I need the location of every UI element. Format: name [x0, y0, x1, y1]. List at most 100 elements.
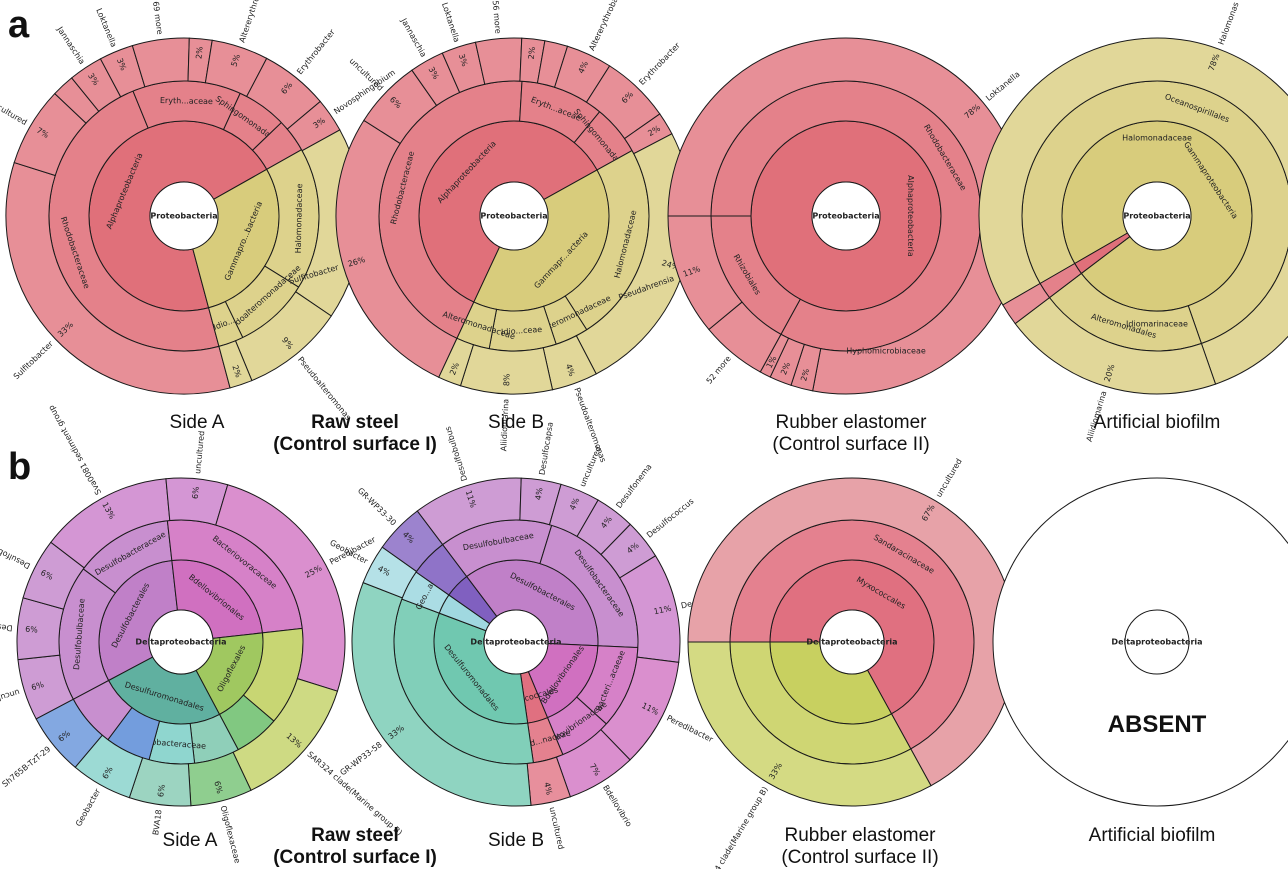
segment-aliidiomarina: [218, 340, 253, 389]
pct-parvularcula: 2%: [194, 46, 204, 60]
panel-letter-b: b: [8, 446, 32, 488]
label-sva0081-sediment-group: Sva0081 sediment group: [47, 404, 104, 497]
label-desulforhopalus: Desulforhopalus: [0, 618, 13, 632]
label-desulfobulbus: Desulfobulbus: [0, 537, 32, 571]
label-idio-ceae: Idio...ceae: [501, 325, 543, 337]
caption-a-side-a: Side A: [169, 412, 225, 433]
label-loktanella: Loktanella: [984, 70, 1022, 103]
center-label: Proteobacteria: [812, 212, 879, 221]
caption-a-raw-steel: Raw steel: [311, 412, 399, 433]
caption-b-side-a: Side A: [162, 830, 218, 851]
sunburst-a-sideB: AlphaproteobacteriaGammapr...acteriaRhod…: [288, 0, 733, 464]
sunburst-a-rubber: AlphaproteobacteriaRhodobacteraceaeRhizo…: [617, 37, 1025, 395]
label-uncultured: uncultured: [193, 430, 206, 474]
label-jannaschia: Jannaschia: [55, 24, 87, 66]
segment-unlabeled: [1002, 282, 1051, 325]
center-circle: [1124, 609, 1190, 675]
center-circle: [479, 181, 549, 251]
segment-halomonas: [978, 37, 1288, 385]
label-gr-wp33-30: GR-WP33-30: [356, 486, 398, 527]
label-uncultured: uncultured: [578, 445, 603, 488]
center-circle: [811, 181, 881, 251]
center-label: Proteobacteria: [150, 212, 217, 221]
pct-ruegeria: 2%: [527, 46, 537, 60]
label-52-more: 52 more: [705, 354, 733, 386]
caption-b-raw-steel: Raw steel: [311, 825, 399, 846]
caption-a-side-b: Side B: [488, 412, 544, 433]
segment-loktanella: [667, 37, 1025, 395]
pct-desulfocapsa: 4%: [534, 486, 545, 500]
label-halomonas: Halomonas: [1217, 1, 1241, 46]
caption-b-control-surface-1: (Control surface I): [273, 847, 437, 868]
sunburst-b-biofilm: Deltaproteobacteria ABSENT: [992, 477, 1288, 807]
sunburst-b-sideB: DesulfobacteralesBdellovibrionalesMyxoco…: [328, 421, 736, 850]
label-altererythrobacter: Altererythrobacter: [587, 0, 627, 52]
center-label: Deltaproteobacteria: [806, 638, 897, 647]
label-erythrobacter: Erythrobacter: [295, 27, 337, 76]
pct-aliidiomarina: 8%: [502, 373, 512, 386]
label-halomonadaceae: Halomonadaceae: [294, 183, 304, 253]
sunburst-b-rubber: MyxococcalesSandaracinaceaeuncultured67%…: [687, 457, 1017, 869]
center-circle: [483, 609, 549, 675]
caption-a-control-surface-2: (Control surface II): [772, 434, 930, 455]
label-desulfococcus: Desulfococcus: [645, 497, 696, 540]
label-56-more: 56 more: [491, 0, 503, 34]
label-aliidiomarina: Aliidiomarina: [499, 399, 510, 452]
caption-b-control-surface-2: (Control surface II): [781, 847, 939, 868]
segment-uncultured: [687, 477, 1017, 787]
center-circle: [148, 609, 214, 675]
caption-b-side-b: Side B: [488, 830, 544, 851]
segment-sar324-clade-marine-group-b: [687, 641, 932, 807]
label-bva18: BVA18: [151, 809, 163, 836]
pct-jannaschia: 2%: [779, 361, 792, 376]
extra-label-hyphomicrobiaceae: Hyphomicrobiaceae: [846, 347, 926, 356]
label-loktanella: Loktanella: [440, 1, 461, 43]
label-desulfobulbus: Desulfobulbus: [443, 425, 469, 482]
label-jannaschia: Jannaschia: [399, 16, 429, 59]
sunburst-b-sideA: Desulfobacterales BdellovibrionalesOligof…: [0, 404, 404, 865]
center-label: Deltaproteobacteria: [470, 638, 561, 647]
center-label: Deltaproteobacteria: [135, 638, 226, 647]
caption-a-rubber: Rubber elastomer: [775, 412, 927, 433]
label-gr-wp33-58: GR-WP33-58: [338, 740, 383, 777]
label-loktanella: Loktanella: [94, 7, 118, 49]
caption-b-rubber: Rubber elastomer: [784, 825, 936, 846]
label-69-more: 69 more: [151, 1, 164, 35]
pct-uncultured: 4%: [542, 781, 554, 796]
label-alphaproteobacteria: Alphaproteobacteria: [906, 175, 915, 257]
pct-loktanella: 3%: [457, 53, 470, 68]
label-uncultured: uncultured: [0, 687, 21, 708]
center-circle: [149, 181, 219, 251]
segment-gr-wp33-58: [351, 581, 532, 807]
panel-letter-a: a: [8, 4, 30, 46]
caption-a-biofilm: Artificial biofilm: [1093, 412, 1221, 433]
label-sulfitobacter: Sulfitobacter: [12, 339, 56, 381]
label-geobacter: Geobacter: [74, 787, 103, 828]
pct-uncultured: 6%: [30, 680, 45, 692]
segment-sulfitobacter: [5, 161, 231, 395]
label-uncultured: uncultured: [934, 457, 964, 499]
pct-pseudoalteromonas: 4%: [564, 363, 577, 378]
center-label: Proteobacteria: [1123, 212, 1190, 221]
pct-desulforhopalus: 6%: [25, 625, 39, 635]
label-oligoflexaceae: Oligoflexaceae: [219, 805, 242, 865]
segment-sh765b-tzt-29: [35, 698, 103, 769]
label-pseudoalteromonas: Pseudoalteromonas: [572, 386, 607, 463]
pct-desulforegula: 11%: [653, 604, 673, 617]
label-altererythrobacter: Altererythrobacter: [238, 0, 270, 44]
extra-label-halomonadaceae: Halomonadaceae: [1122, 134, 1192, 143]
pct-aliidiomarina: 2%: [230, 364, 243, 379]
label-sh765b-tzt-29: Sh765B-TzT-29: [0, 745, 52, 789]
center-label: Proteobacteria: [480, 212, 547, 221]
pct-oligoflexaceae: 6%: [212, 780, 224, 795]
absent-label: ABSENT: [1108, 711, 1207, 738]
center-circle: [1122, 181, 1192, 251]
segment-pseudahrensia: [667, 215, 743, 331]
label-uncultured: uncultured: [548, 806, 566, 850]
caption-b-biofilm: Artificial biofilm: [1088, 825, 1216, 846]
pct-alteromonas: 2%: [448, 361, 461, 376]
label-sar324-clade-marine-group-b: SAR324 clade(Marine group B): [700, 785, 770, 869]
label-eryth-aceae: Eryth...aceae: [160, 96, 213, 106]
